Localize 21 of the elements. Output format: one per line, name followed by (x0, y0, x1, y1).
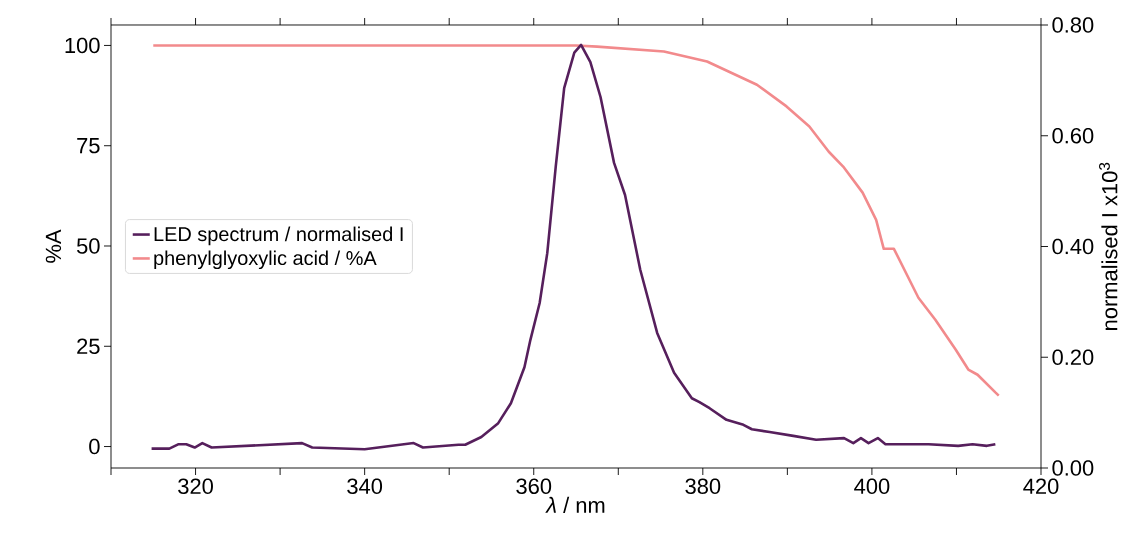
y-tick-label: 50 (76, 238, 100, 254)
x-tick-label: 420 (1023, 478, 1059, 495)
y2-axis-title: normalised I x10$^{3}$ (1099, 162, 1118, 330)
y-tick-label: 0 (89, 438, 100, 455)
legend-label: phenylglyoxylic acid / %A (154, 250, 377, 270)
y-tick-label: 75 (77, 138, 100, 154)
x-tick-label: 400 (854, 478, 890, 495)
y-tick-label: 25 (77, 338, 100, 355)
y2-tick-label: 0.20 (1052, 349, 1094, 366)
y-tick-label: 100 (65, 37, 100, 54)
x-tick-label: 340 (347, 478, 383, 495)
x-tick-label: 380 (685, 478, 721, 495)
legend-label: LED spectrum / normalised I (154, 226, 403, 246)
y2-tick-label: 0.40 (1052, 238, 1094, 255)
x-tick-label: 320 (178, 478, 213, 495)
y2-tick-label: 0.00 (1052, 460, 1094, 476)
y2-tick-label: 0.80 (1052, 17, 1094, 33)
x-axis-title: λ / nm (545, 496, 605, 513)
y-axis-title: %A (45, 229, 62, 263)
y2-tick-label: 0.60 (1052, 127, 1094, 144)
x-tick-label: 360 (516, 478, 552, 495)
